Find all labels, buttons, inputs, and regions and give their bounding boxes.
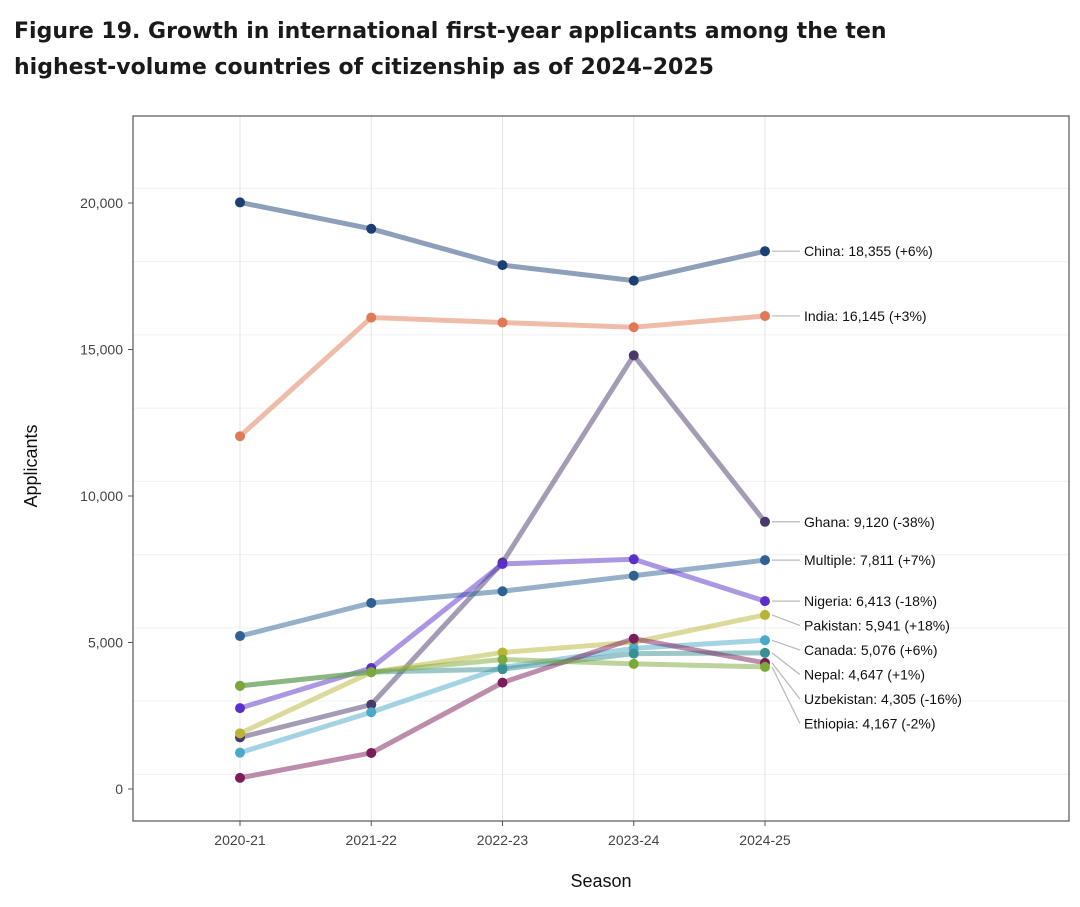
data-point-pakistan: [235, 728, 245, 739]
end-label-canada: Canada: 5,076 (+6%): [804, 642, 937, 658]
data-point-india: [366, 312, 377, 323]
data-point-india: [235, 431, 245, 442]
end-label-multiple: Multiple: 7,811 (+7%): [804, 552, 936, 568]
data-point-multiple: [497, 586, 508, 597]
end-label-china: China: 18,355 (+6%): [804, 243, 933, 259]
y-axis-title: Applicants: [21, 424, 41, 507]
data-point-multiple: [235, 631, 245, 642]
x-tick-label: 2023-24: [608, 832, 660, 848]
data-point-china: [628, 275, 639, 286]
data-point-ethiopia: [235, 680, 245, 691]
data-point-china: [497, 260, 508, 271]
data-point-multiple: [366, 597, 377, 608]
end-label-uzbekistan: Uzbekistan: 4,305 (-16%): [804, 691, 962, 707]
data-point-nepal: [760, 647, 770, 658]
label-leader-line: [771, 652, 801, 676]
data-point-ghana: [366, 699, 377, 710]
y-tick-label: 15,000: [80, 342, 123, 358]
data-point-nepal: [497, 664, 508, 675]
data-point-nigeria: [628, 554, 639, 565]
data-point-uzbekistan: [235, 772, 245, 783]
label-leader-line: [771, 614, 801, 627]
data-point-china: [760, 246, 770, 257]
end-label-pakistan: Pakistan: 5,941 (+18%): [804, 618, 950, 634]
data-point-india: [760, 310, 770, 321]
y-tick-label: 10,000: [80, 488, 123, 504]
series-points: [235, 197, 770, 783]
data-point-pakistan: [760, 609, 770, 620]
data-point-uzbekistan: [628, 633, 639, 644]
data-point-ethiopia: [366, 667, 377, 678]
plot-panel-border: [132, 115, 1070, 822]
data-point-canada: [366, 707, 377, 718]
end-label-ethiopia: Ethiopia: 4,167 (-2%): [804, 716, 936, 732]
label-leader-line: [771, 666, 801, 724]
grid-lines: [133, 116, 1069, 821]
axis-ticks: 0 5,000 10,000 15,000 20,000 2020-21 2021-22 20…: [80, 195, 791, 848]
data-point-canada: [235, 747, 245, 758]
y-tick-label: 20,000: [80, 195, 123, 211]
x-tick-label: 2021-22: [346, 832, 398, 848]
data-point-nigeria: [235, 703, 245, 714]
x-axis-title: Season: [570, 871, 631, 891]
data-point-uzbekistan: [497, 677, 508, 688]
x-tick-label: 2022-23: [477, 832, 529, 848]
data-point-multiple: [628, 570, 639, 581]
data-point-nigeria: [497, 558, 508, 569]
data-point-canada: [760, 635, 770, 646]
x-tick-label: 2020-21: [214, 832, 266, 848]
data-point-nigeria: [760, 596, 770, 607]
y-tick-label: 0: [115, 781, 123, 797]
end-label-ghana: Ghana: 9,120 (-38%): [804, 514, 935, 530]
end-labels: China: 18,355 (+6%) India: 16,145 (+3%) Gh…: [771, 243, 962, 732]
data-point-china: [366, 223, 377, 234]
y-tick-label: 5,000: [88, 635, 123, 651]
data-point-india: [497, 317, 508, 328]
data-point-ghana: [628, 350, 639, 361]
data-point-ethiopia: [628, 658, 639, 669]
end-label-india: India: 16,145 (+3%): [804, 308, 927, 324]
data-point-china: [235, 197, 245, 208]
end-label-nepal: Nepal: 4,647 (+1%): [804, 667, 925, 683]
data-point-ghana: [760, 516, 770, 527]
data-point-ethiopia: [760, 661, 770, 672]
data-point-pakistan: [497, 647, 508, 658]
data-point-uzbekistan: [366, 747, 377, 758]
label-leader-line: [771, 662, 801, 700]
data-point-multiple: [760, 555, 770, 566]
x-tick-label: 2024-25: [739, 832, 791, 848]
figure-title: Figure 19. Growth in international first…: [14, 19, 887, 80]
label-leader-line: [771, 639, 801, 651]
end-label-nigeria: Nigeria: 6,413 (-18%): [804, 593, 937, 609]
data-point-ethiopia: [497, 654, 508, 665]
data-point-india: [628, 322, 639, 333]
data-point-nepal: [628, 648, 639, 659]
